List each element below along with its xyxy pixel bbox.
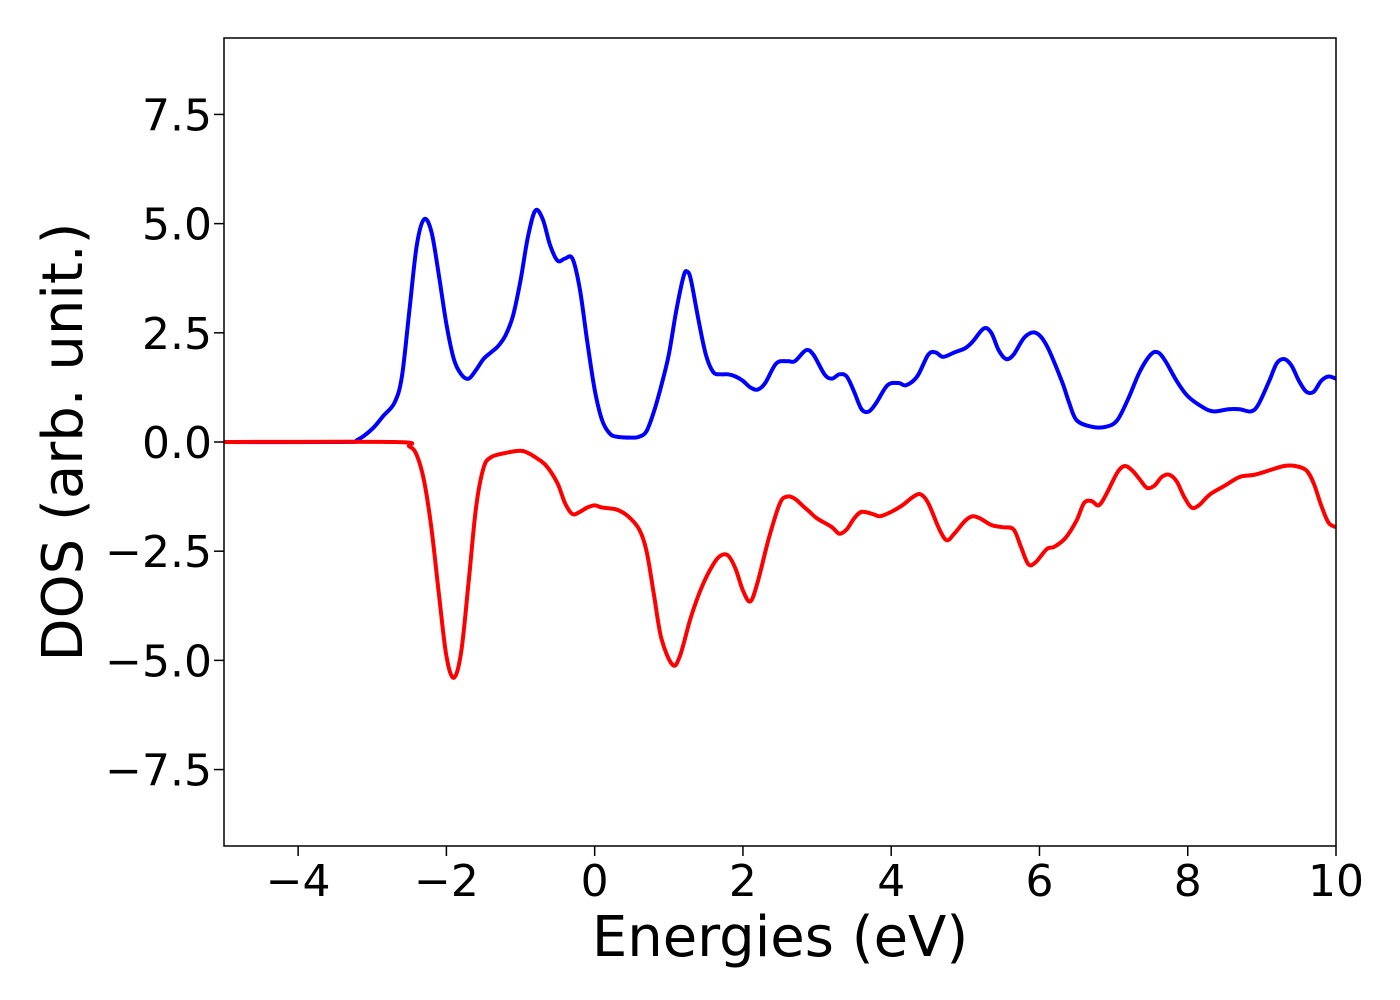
y-tick-label: −2.5: [105, 527, 212, 578]
x-tick-label: 2: [729, 856, 757, 907]
y-tick-label: −5.0: [105, 636, 212, 687]
x-tick-label: 0: [581, 856, 609, 907]
x-tick-label: 10: [1308, 856, 1364, 907]
x-axis-label: Energies (eV): [592, 905, 968, 970]
x-tick-label: −4: [266, 856, 331, 907]
x-tick-label: 6: [1025, 856, 1053, 907]
x-tick-label: 8: [1174, 856, 1202, 907]
y-tick-label: 0.0: [142, 418, 212, 469]
y-tick-label: 5.0: [142, 200, 212, 251]
series-line-spin-up: [223, 207, 1337, 445]
y-tick-label: −7.5: [105, 746, 212, 797]
series-layer: [223, 207, 1338, 680]
y-axis-ticks: −7.5 −5.0 −2.5 0.0 2.5 5.0 7.5: [105, 90, 224, 797]
y-axis-label: DOS (arb. unit.): [31, 222, 96, 661]
y-tick-label: 2.5: [142, 309, 212, 360]
x-tick-label: 4: [877, 856, 905, 907]
x-axis-ticks: −4 −2 0 2 4 6 8 10: [266, 846, 1364, 907]
x-tick-label: −2: [414, 856, 479, 907]
y-tick-label: 7.5: [142, 90, 212, 141]
series-line-spin-down: [223, 439, 1338, 680]
